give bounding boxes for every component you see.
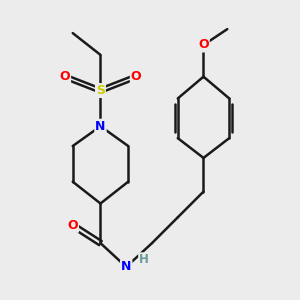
Text: O: O	[198, 38, 209, 52]
Text: O: O	[68, 219, 78, 232]
Text: H: H	[139, 253, 149, 266]
Text: N: N	[121, 260, 131, 273]
Text: O: O	[59, 70, 70, 83]
Text: O: O	[131, 70, 141, 83]
Text: N: N	[95, 120, 106, 133]
Text: S: S	[96, 84, 105, 97]
